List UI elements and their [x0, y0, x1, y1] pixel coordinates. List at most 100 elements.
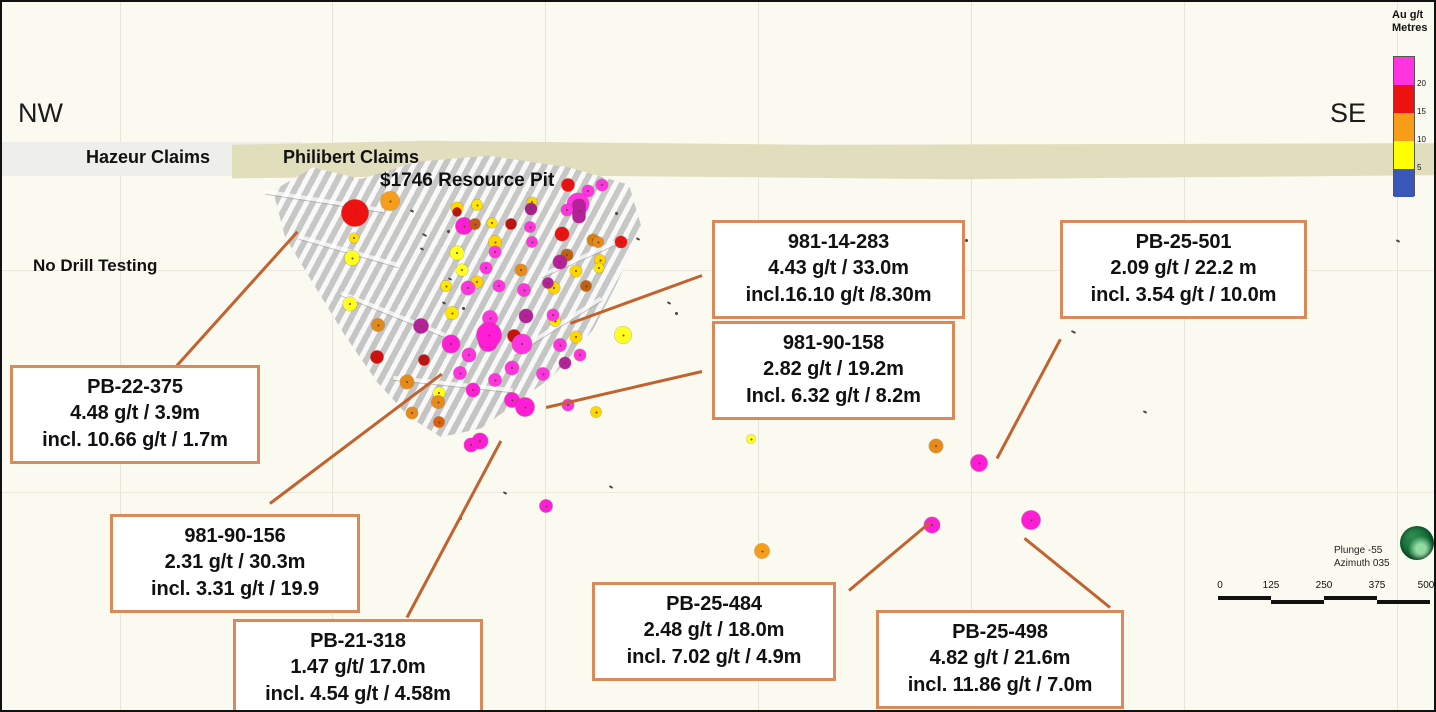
callout-included: incl. 4.54 g/t / 4.58m: [265, 682, 451, 705]
speck: [964, 238, 969, 243]
overburden-band: [2, 140, 1434, 180]
gridline-vertical: [1184, 2, 1185, 710]
intercept-marker: [505, 361, 519, 375]
intercept-marker: [539, 499, 553, 513]
callout-included: incl.16.10 g/t /8.30m: [745, 283, 932, 306]
intercept-marker: [536, 367, 550, 381]
intercept-marker: [590, 406, 602, 418]
callout-interval: 1.47 g/t/ 17.0m: [290, 656, 426, 679]
intercept-marker: [559, 357, 571, 369]
callout-pb-25-501[interactable]: PB-25-501 2.09 g/t / 22.2 m incl. 3.54 g…: [1060, 220, 1307, 320]
intercept-marker: [482, 310, 498, 326]
intercept-marker: [380, 191, 400, 211]
speck: [674, 311, 679, 316]
intercept-marker: [341, 199, 369, 227]
callout-hole-id: PB-22-375: [87, 376, 183, 398]
scale-label: 500: [1417, 580, 1435, 591]
intercept-marker: [461, 281, 475, 295]
callout-981-90-156[interactable]: 981-90-156 2.31 g/t / 30.3m incl. 3.31 g…: [110, 514, 360, 614]
callout-hole-id: 981-90-156: [184, 525, 286, 547]
gridline-vertical: [332, 2, 333, 710]
intercept-marker: [594, 254, 606, 266]
scale-segment: [1218, 596, 1271, 600]
intercept-marker: [349, 233, 359, 243]
callout-981-90-158[interactable]: 981-90-158 2.82 g/t / 19.2m Incl. 6.32 g…: [712, 321, 955, 421]
label-no-drill-testing: No Drill Testing: [33, 256, 158, 275]
scale-label: 250: [1315, 580, 1333, 591]
speck: [666, 301, 672, 305]
intercept-marker: [462, 348, 476, 362]
legend-tick: 15: [1417, 107, 1426, 116]
legend-swatch-blue: [1394, 169, 1414, 197]
intercept-marker: [555, 227, 569, 241]
callout-hole-id: PB-25-501: [1135, 231, 1232, 253]
intercept-marker: [343, 297, 357, 311]
legend-swatch-red: [1394, 85, 1414, 113]
label-philibert-claims: Philibert Claims: [283, 147, 420, 167]
callout-981-14-283[interactable]: 981-14-283 4.43 g/t / 33.0m incl.16.10 g…: [712, 220, 965, 320]
label-hazeur-claims: Hazeur Claims: [86, 147, 211, 167]
speck: [1070, 329, 1077, 335]
orientation-sphere-icon: [1400, 526, 1434, 560]
callout-hole-id: PB-21-318: [310, 630, 406, 652]
callout-interval: 4.48 g/t / 3.9m: [70, 402, 200, 425]
legend-swatch-yellow: [1394, 141, 1414, 169]
intercept-marker: [1021, 510, 1041, 530]
intercept-marker: [455, 217, 473, 235]
intercept-marker: [580, 280, 592, 292]
intercept-marker: [592, 236, 604, 248]
intercept-marker: [746, 434, 756, 444]
callout-interval: 2.48 g/t / 18.0m: [643, 619, 785, 642]
intercept-marker: [440, 280, 452, 292]
intercept-marker: [433, 416, 445, 428]
callout-included: incl. 11.86 g/t / 7.0m: [907, 673, 1093, 696]
intercept-marker: [464, 438, 478, 452]
intercept-marker: [489, 246, 501, 258]
plunge-value: Plunge -55: [1334, 545, 1383, 556]
callout-interval: 2.82 g/t / 19.2m: [763, 358, 904, 381]
scale-label: 125: [1262, 580, 1280, 591]
intercept-marker: [561, 204, 573, 216]
intercept-marker: [505, 218, 517, 230]
callout-interval: 2.09 g/t / 22.2 m: [1110, 257, 1257, 280]
callout-interval: 2.31 g/t / 30.3m: [164, 551, 306, 574]
leader-line: [848, 521, 931, 592]
callout-hole-id: PB-25-484: [666, 593, 762, 615]
orientation-readout: Plunge -55 Azimuth 035: [1334, 545, 1390, 570]
callout-pb-25-498[interactable]: PB-25-498 4.82 g/t / 21.6m incl. 11.86 g…: [876, 610, 1124, 710]
callout-included: incl. 10.66 g/t / 1.7m: [42, 428, 228, 451]
speck: [1142, 410, 1148, 414]
legend-title: Au g/t Metres: [1392, 9, 1427, 34]
intercept-marker: [519, 309, 533, 323]
intercept-marker: [517, 283, 531, 297]
intercept-marker: [549, 315, 561, 327]
callout-hole-id: PB-25-498: [952, 621, 1048, 643]
intercept-marker: [924, 517, 940, 533]
intercept-marker: [453, 366, 467, 380]
intercept-marker: [445, 306, 459, 320]
intercept-marker: [406, 407, 418, 419]
intercept-marker: [561, 178, 575, 192]
intercept-marker: [456, 264, 468, 276]
legend-title-line2: Metres: [1392, 21, 1428, 34]
intercept-marker: [542, 277, 554, 289]
scale-bar-labels: 0 125 250 375 500: [1217, 580, 1434, 594]
legend-tick: 5: [1417, 163, 1422, 172]
callout-pb-25-484[interactable]: PB-25-484 2.48 g/t / 18.0m incl. 7.02 g/…: [592, 582, 836, 682]
intercept-marker: [413, 318, 429, 334]
intercept-marker: [442, 335, 460, 353]
callout-pb-21-318[interactable]: PB-21-318 1.47 g/t/ 17.0m incl. 4.54 g/t…: [233, 619, 483, 710]
gridline-vertical: [1397, 2, 1398, 710]
intercept-marker: [515, 264, 527, 276]
intercept-marker: [970, 454, 988, 472]
azimuth-value: Azimuth 035: [1334, 557, 1390, 569]
legend-title-line1: Au g/t: [1392, 9, 1424, 21]
callout-pb-22-375[interactable]: PB-22-375 4.48 g/t / 3.9m incl. 10.66 g/…: [10, 365, 260, 465]
leader-line: [1023, 537, 1111, 609]
intercept-marker: [526, 236, 538, 248]
intercept-marker: [615, 236, 627, 248]
grade-legend: Au g/t Metres 20 15 10 5: [1388, 4, 1432, 210]
intercept-marker: [515, 397, 535, 417]
scale-segment: [1271, 600, 1324, 604]
callout-hole-id: 981-14-283: [787, 231, 890, 253]
